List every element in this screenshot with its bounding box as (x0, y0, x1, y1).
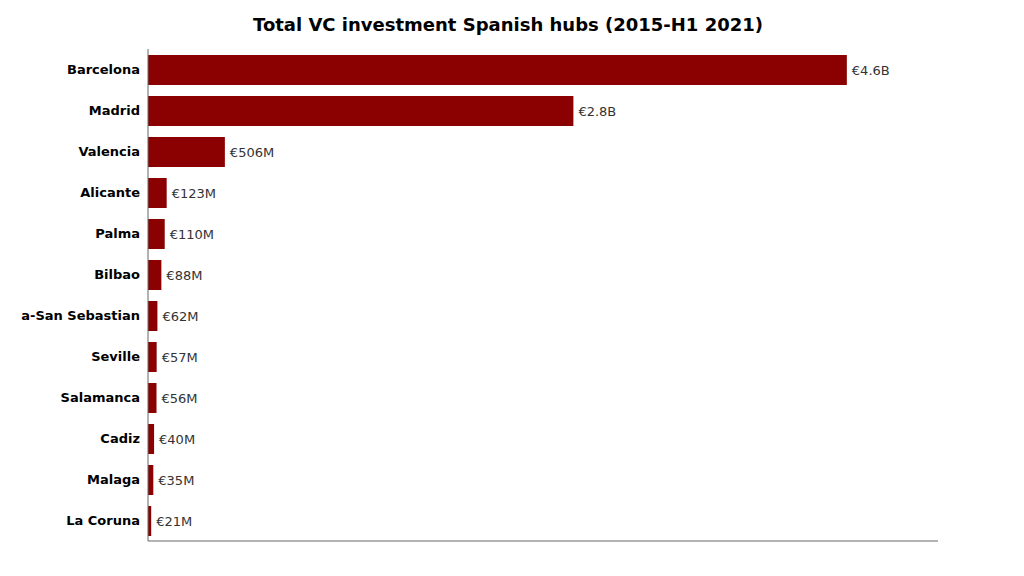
svg-text:€56M: €56M (162, 391, 198, 406)
svg-text:€62M: €62M (162, 309, 198, 324)
svg-text:Cadiz: Cadiz (100, 431, 140, 446)
html-text:Total VC investment Spanish hu: Total VC investment Spanish hubs (2015-H… (253, 14, 763, 35)
svg-text:Seville: Seville (91, 349, 140, 364)
svg-text:Barcelona: Barcelona (67, 62, 140, 77)
svg-text:€35M: €35M (158, 473, 194, 488)
svg-text:Madrid: Madrid (89, 103, 140, 118)
svg-text:€21M: €21M (156, 514, 192, 529)
svg-text:€110M: €110M (170, 227, 214, 242)
svg-text:€4.6B: €4.6B (852, 63, 890, 78)
svg-text:Valencia: Valencia (78, 144, 140, 159)
svg-text:€88M: €88M (166, 268, 202, 283)
svg-text:Salamanca: Salamanca (61, 390, 140, 405)
svg-text:Bilbao: Bilbao (94, 267, 140, 282)
svg-text:€57M: €57M (162, 350, 198, 365)
svg-text:Palma: Palma (95, 226, 140, 241)
svg-text:Malaga: Malaga (87, 472, 140, 487)
svg-text:€123M: €123M (172, 186, 216, 201)
svg-text:Alicante: Alicante (80, 185, 140, 200)
svg-text:€506M: €506M (230, 145, 274, 160)
svg-text:a-San Sebastian: a-San Sebastian (21, 308, 140, 323)
svg-text:La Coruna: La Coruna (66, 513, 140, 528)
svg-text:€2.8B: €2.8B (578, 104, 616, 119)
svg-text:€40M: €40M (159, 432, 195, 447)
